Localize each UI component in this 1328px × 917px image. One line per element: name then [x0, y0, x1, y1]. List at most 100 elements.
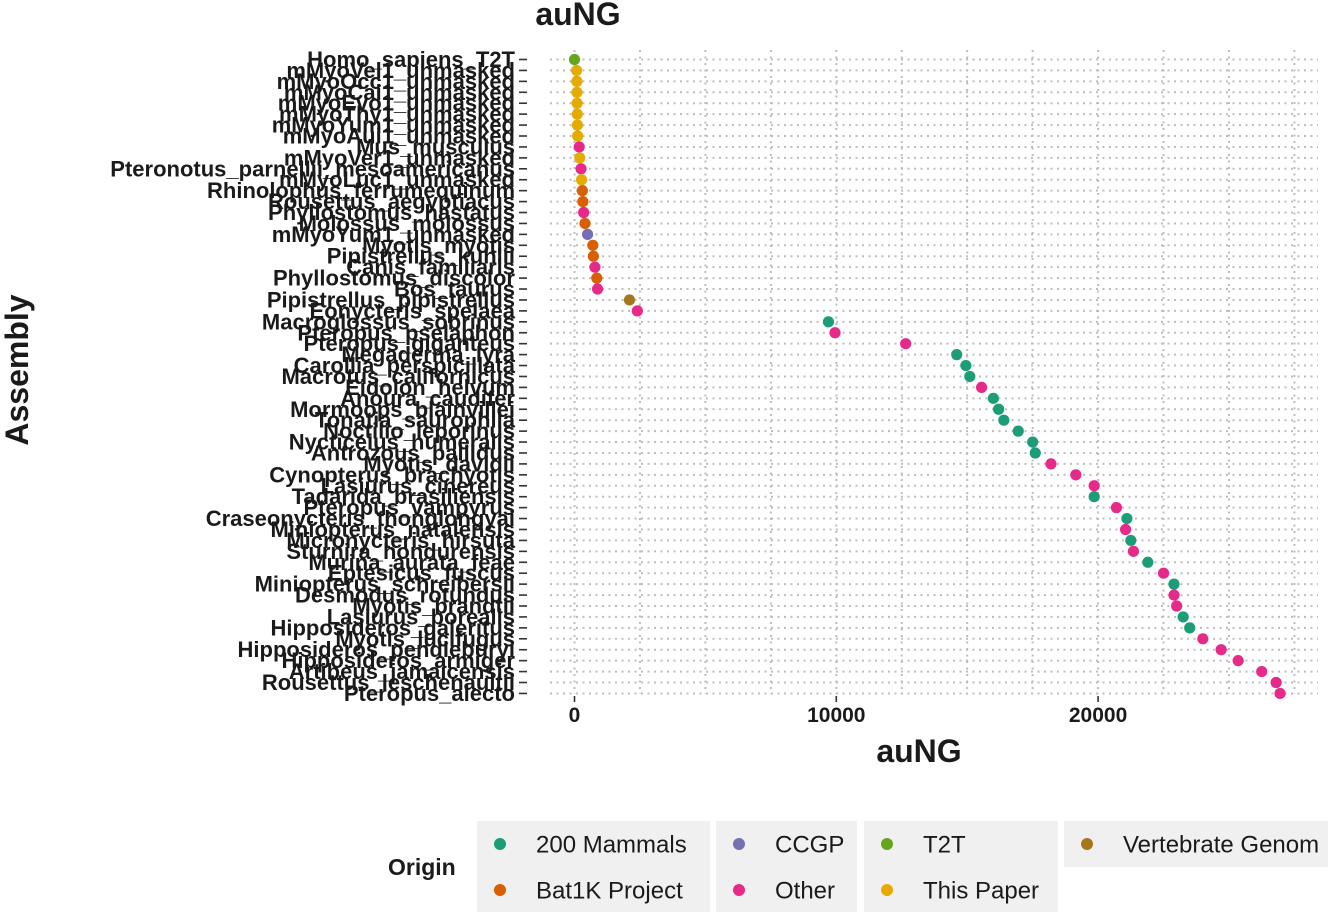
data-point — [1171, 600, 1183, 612]
y-tick-label: mMyoCai1_unmasked — [284, 80, 515, 105]
data-point — [572, 130, 584, 142]
y-tick-label: Hipposideros_galeritus — [270, 615, 515, 640]
y-tick-label: Rousettus_aegyptiacus — [268, 189, 515, 214]
y-tick-label: Rhinolophus_ferrumequinum — [207, 178, 515, 203]
y-tick-label: Eptesicus_fuscus — [328, 561, 515, 586]
legend-swatch — [494, 884, 506, 896]
y-tick-label: Lasiurus_cinereus — [321, 473, 515, 498]
data-point — [900, 338, 912, 350]
data-point — [589, 261, 601, 273]
y-tick-labels: Homo_sapiens_T2TmMyoVel1_unmaskedmMyoOcc… — [110, 47, 515, 706]
legend-label: Other — [775, 878, 835, 905]
data-point — [573, 141, 585, 153]
y-tick-label: Anoura_caudifer — [340, 386, 515, 411]
y-tick-label: Mus_musculus — [356, 134, 515, 159]
legend-key-background — [477, 867, 710, 913]
y-tick-label: Phyllostomus_discolor — [273, 266, 515, 291]
legend-key-background — [477, 821, 710, 867]
data-point — [1119, 523, 1132, 536]
y-tick-label: Sturnira_hondurensis — [286, 539, 515, 564]
y-tick-label: Pteronotus_parnellii_mesoamericanus — [110, 156, 515, 181]
y-tick-label: Carollia_perspicillata — [294, 353, 516, 378]
y-tick-label: Desmodus_rotundus — [295, 583, 515, 608]
y-tick-label: mMyoVer1_unmasked — [284, 145, 515, 170]
y-tick-label: Miniopterus_natalensis — [270, 517, 515, 542]
data-point — [587, 250, 599, 262]
data-point — [975, 381, 988, 393]
y-tick-label: Rousettus_leschenaultii — [262, 670, 515, 695]
data-point — [581, 228, 594, 240]
data-point — [1088, 480, 1100, 492]
y-tick-label: Craseonycteris_thonglongyai — [206, 506, 515, 531]
legend-swatch — [733, 884, 745, 896]
y-tick-label: Pteropus_pselaphon — [297, 320, 515, 345]
y-tick-label: Pteropus_vampyrus — [303, 495, 515, 520]
data-point — [1142, 556, 1154, 568]
legend-key-background — [1064, 821, 1328, 867]
data-point — [1045, 458, 1057, 470]
legend-title: Origin — [388, 854, 456, 880]
data-point — [1168, 589, 1180, 601]
data-point — [579, 217, 591, 230]
x-axis-title: auNG — [876, 733, 961, 769]
legend-swatch — [733, 838, 745, 850]
legend-label: This Paper — [923, 878, 1039, 905]
y-tick-label: Noctilio_leporinus — [323, 419, 515, 444]
data-point — [1215, 644, 1227, 656]
data-points — [568, 53, 1286, 700]
y-tick-label: Megaderma_lyra — [341, 342, 515, 367]
legend-swatch — [881, 838, 893, 850]
legend-label: Bat1K Project — [536, 878, 683, 905]
legend-label: T2T — [923, 832, 966, 859]
y-tick-label: Nycticeius_humeralis — [289, 430, 515, 455]
legend-swatch — [494, 838, 506, 850]
y-tick-label: Homo_sapiens_T2T — [307, 47, 515, 72]
data-point — [575, 174, 588, 186]
y-tick-label: Miniopterus_schreibersii — [255, 572, 515, 597]
grid — [550, 50, 1318, 695]
data-point — [571, 75, 583, 87]
data-point — [960, 359, 972, 372]
legend: Origin 200 Mammals Bat1K Project CCGP Other… — [388, 821, 1328, 913]
y-tick-label: Micronycteris_hirsuta — [286, 528, 515, 553]
data-point — [964, 370, 976, 383]
data-point — [1088, 491, 1100, 503]
data-point — [587, 239, 599, 251]
data-point — [1027, 436, 1039, 448]
data-point — [1127, 545, 1140, 557]
y-tick-label: mMyoYum1_unmasked — [272, 222, 515, 247]
y-tick-label: Hipposideros_pendleburyi — [238, 637, 516, 662]
data-point — [993, 403, 1005, 415]
data-point — [623, 294, 636, 306]
data-point — [591, 272, 603, 284]
y-tick-label: Molossus_molossus — [299, 211, 515, 236]
y-tick-label: Bos_taurus — [394, 277, 515, 302]
data-point — [571, 97, 583, 109]
data-point — [1177, 611, 1189, 623]
data-point — [822, 316, 835, 328]
data-point — [591, 283, 604, 295]
data-point — [1012, 425, 1024, 437]
data-point — [1121, 512, 1133, 525]
y-tick-label: Murina_aurata_feae — [308, 550, 515, 575]
data-point — [1029, 447, 1041, 459]
y-tick-label: mMyoEvo1_unmasked — [278, 91, 515, 116]
y-tick-label: Canis_familiaris — [346, 255, 515, 280]
data-point — [1256, 665, 1268, 678]
y-tick-label: Cynopterus_brachyotis — [269, 462, 515, 487]
x-tick-label: 0 — [569, 704, 581, 727]
y-tick-label: Eidolon_helvum — [345, 375, 515, 400]
legend-key-background — [864, 867, 1058, 913]
y-tick-label: Artibeus_jamaicensis — [289, 659, 515, 684]
data-point — [576, 185, 588, 197]
y-tick-label: mMyoAui1_unmasked — [283, 124, 515, 149]
data-point — [578, 206, 590, 219]
y-tick-label: Pipistrellus_kuhlii — [327, 244, 515, 269]
data-point — [1125, 534, 1137, 547]
y-tick-label: Macroglossus_sobrinus — [262, 309, 515, 334]
y-tick-label: Pipistrellus_pipistrellus — [267, 287, 515, 312]
data-point — [568, 53, 581, 66]
legend-label: Vertebrate Genom — [1123, 832, 1319, 859]
